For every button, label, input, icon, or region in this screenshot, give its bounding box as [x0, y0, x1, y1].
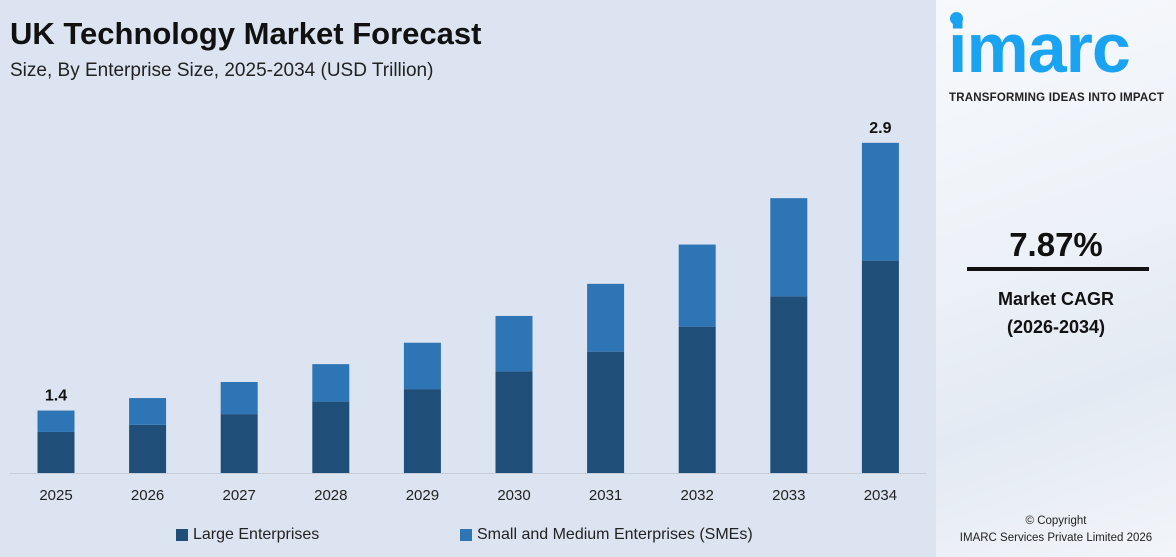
chart-subtitle: Size, By Enterprise Size, 2025-2034 (USD…	[10, 60, 434, 81]
bar-large-2031	[587, 351, 625, 473]
bar-sme-2031	[587, 283, 625, 352]
data-label-2034: 2.9	[869, 120, 891, 137]
copyright: © Copyright	[1025, 515, 1087, 527]
bar-sme-2026	[129, 398, 167, 425]
bar-sme-2034	[861, 142, 899, 261]
data-label-2025: 1.4	[45, 388, 67, 405]
legend-swatch-sme	[460, 529, 472, 541]
imarc-logo: imarc	[948, 9, 1131, 87]
cagr-label-text: Market CAGR	[997, 289, 1115, 309]
legend-label-sme: Small and Medium Enterprises (SMEs)	[477, 526, 753, 543]
x-tick-2029: 2029	[406, 487, 439, 504]
chart-title: UK Technology Market Forecast	[10, 16, 482, 51]
x-tick-2026: 2026	[131, 487, 164, 504]
bar-large-2025	[37, 431, 75, 473]
x-tick-2034: 2034	[864, 487, 897, 504]
x-tick-2027: 2027	[223, 487, 256, 504]
x-tick-2030: 2030	[497, 487, 530, 504]
bar-sme-2032	[678, 244, 716, 327]
legend-label-large: Large Enterprises	[193, 526, 320, 543]
bar-large-2032	[678, 326, 716, 473]
legend-swatch-large	[176, 529, 188, 541]
tagline: TRANSFORMING IDEAS INTO IMPACT	[949, 92, 1165, 104]
x-tick-2028: 2028	[314, 487, 347, 504]
cagr-label: Market CAGR (2026-2034)	[936, 285, 1176, 341]
cagr-value: 7.87%	[1009, 226, 1103, 263]
bar-large-2029	[403, 389, 441, 473]
bar-sme-2033	[770, 198, 808, 297]
bar-large-2034	[861, 260, 899, 473]
logo-dot	[950, 12, 963, 25]
x-tick-2031: 2031	[589, 487, 622, 504]
cagr-divider	[967, 267, 1149, 271]
bar-sme-2027	[220, 381, 258, 415]
bar-sme-2025	[37, 410, 75, 432]
bar-large-2027	[220, 414, 258, 473]
bar-large-2028	[312, 401, 350, 473]
bar-sme-2029	[403, 342, 441, 390]
bar-large-2030	[495, 371, 533, 473]
legend-sme: Small and Medium Enterprises (SMEs)	[460, 526, 753, 544]
x-tick-2033: 2033	[772, 487, 805, 504]
bar-sme-2028	[312, 364, 350, 402]
bar-large-2026	[129, 424, 167, 473]
info-panel: imarc TRANSFORMING IDEAS INTO IMPACT 7.8…	[936, 0, 1176, 557]
bar-chart: 2025 1.4 2026 2027 2028 2029 2030 2031 2032 2033 2…	[10, 120, 926, 504]
legend-large: Large Enterprises	[176, 526, 319, 544]
cagr-period: (2026-2034)	[1006, 317, 1106, 337]
company: IMARC Services Private Limited 2026	[959, 532, 1153, 544]
x-tick-2032: 2032	[681, 487, 714, 504]
bar-sme-2030	[495, 315, 533, 372]
bar-large-2033	[770, 296, 808, 473]
x-tick-2025: 2025	[39, 487, 72, 504]
chart-panel: UK Technology Market Forecast Size, By E…	[10, 16, 926, 544]
